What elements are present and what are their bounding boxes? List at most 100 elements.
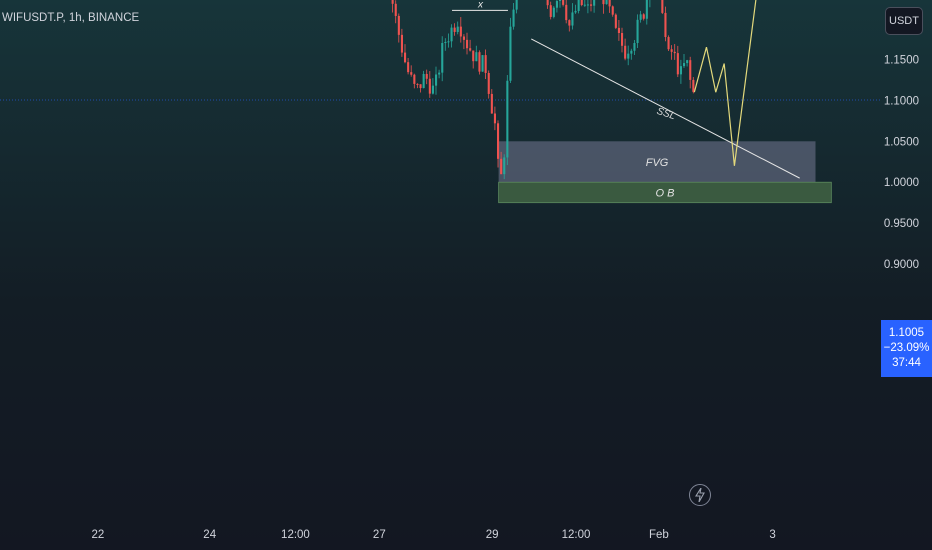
candle-body <box>462 36 465 40</box>
candle-body <box>565 4 568 21</box>
candle-body <box>555 1 558 8</box>
candle-body <box>404 52 407 63</box>
candles <box>391 0 695 180</box>
candle-body <box>661 0 664 13</box>
x-tick-label: 29 <box>486 529 499 541</box>
candle-body <box>642 14 645 19</box>
candle-body <box>419 84 422 89</box>
candle-body <box>484 55 487 73</box>
candle-body <box>407 62 410 73</box>
symbol-title: WIFUSDT.P, 1h, BINANCE <box>2 12 140 24</box>
candle-body <box>487 72 490 94</box>
x-tick-label: 24 <box>203 529 216 541</box>
candle-body <box>410 72 413 75</box>
candle-body <box>509 26 512 81</box>
x-tick-label: 27 <box>373 529 386 541</box>
candle-body <box>686 60 689 64</box>
candle-body <box>506 80 509 158</box>
candle-body <box>624 45 627 59</box>
candle-body <box>438 72 441 75</box>
candle-body <box>633 42 636 51</box>
currency-label: USDT <box>889 15 919 27</box>
fvg-zone <box>498 141 816 183</box>
candle-body <box>676 53 679 75</box>
candle-body <box>490 93 493 114</box>
candle-body <box>478 52 481 72</box>
ssl-trendline <box>531 38 800 179</box>
candle-body <box>515 0 518 10</box>
candle-body <box>428 78 431 94</box>
candle-body <box>683 63 686 67</box>
candle-body <box>549 5 552 17</box>
price-change: −23.09% <box>883 342 930 354</box>
candle-body <box>562 0 565 5</box>
candle-body <box>608 0 611 7</box>
candle-body <box>577 0 580 11</box>
x-tick-label: 12:00 <box>562 529 591 541</box>
candle-body <box>391 0 394 4</box>
candle-body <box>413 74 416 84</box>
candle-body <box>593 0 596 6</box>
y-tick-label: 1.1500 <box>884 54 919 66</box>
candle-body <box>636 19 639 43</box>
candle-body <box>500 158 503 175</box>
candle-body <box>574 10 577 13</box>
candle-body <box>459 26 462 37</box>
candle-body <box>400 34 403 53</box>
candle-body <box>611 6 614 15</box>
candle-body <box>493 113 496 124</box>
y-tick-label: 1.0000 <box>884 177 919 189</box>
x-tick-label: 3 <box>769 529 775 541</box>
candle-body <box>692 79 695 92</box>
currency-button[interactable]: USDT <box>885 7 923 35</box>
candle-body <box>441 43 444 73</box>
candle-body <box>689 60 692 80</box>
candle-body <box>394 3 397 16</box>
candle-body <box>605 0 608 5</box>
candle-body <box>475 52 478 62</box>
bar-countdown: 37:44 <box>892 357 921 369</box>
candle-body <box>617 27 620 34</box>
candle-body <box>630 50 633 54</box>
candle-body <box>512 9 515 27</box>
candle-body <box>645 0 648 19</box>
x-tick-label: Feb <box>649 529 669 541</box>
candle-body <box>546 0 549 6</box>
ob-zone <box>498 181 832 204</box>
candle-body <box>447 41 450 43</box>
candle-body <box>602 0 605 5</box>
y-tick-label: 0.9500 <box>884 218 919 230</box>
candle-body <box>444 41 447 44</box>
candle-body <box>614 14 617 28</box>
candle-body <box>568 20 571 26</box>
candle-body <box>497 123 500 159</box>
candle-body <box>503 157 506 175</box>
x-level-label: x <box>477 0 484 10</box>
candle-body <box>627 53 630 59</box>
candle-body <box>583 4 586 6</box>
candle-body <box>552 7 555 17</box>
candle-body <box>580 0 583 6</box>
candle-body <box>664 12 667 38</box>
candle-body <box>559 0 562 2</box>
candle-body <box>450 27 453 42</box>
candle-body <box>621 33 624 46</box>
y-tick-label: 1.0500 <box>884 136 919 148</box>
candle-body <box>431 85 434 94</box>
current-price: 1.1005 <box>888 327 925 339</box>
x-tick-label: 22 <box>91 529 104 541</box>
candle-body <box>481 55 484 72</box>
fvg-label: FVG <box>646 157 669 169</box>
candle-body <box>456 26 459 32</box>
candle-body <box>472 50 475 62</box>
x-tick-label: 12:00 <box>281 529 310 541</box>
y-tick-label: 1.1000 <box>884 95 919 107</box>
candle-body <box>469 48 472 51</box>
candle-body <box>586 4 589 6</box>
candle-body <box>466 39 469 49</box>
candle-body <box>422 73 425 89</box>
lightning-icon[interactable] <box>689 484 711 506</box>
